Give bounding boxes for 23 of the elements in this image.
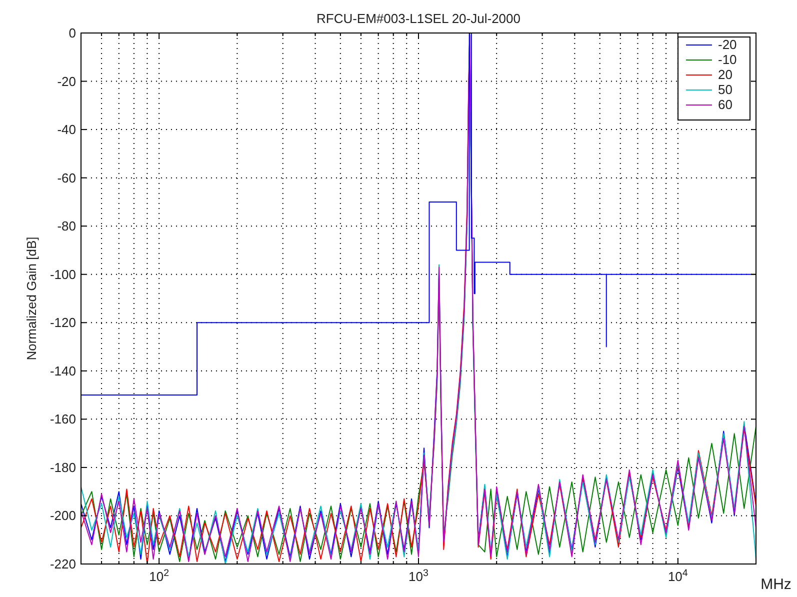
x-tick-label: 10$^{4}$ (668, 568, 688, 584)
y-tick-label: -100 (50, 266, 76, 282)
legend-label: 20 (718, 67, 732, 82)
y-tick-label: -120 (50, 315, 76, 330)
legend-label: -10 (718, 52, 737, 67)
y-tick-label: 0 (68, 26, 76, 40)
y-axis-title: Normalized Gain [dB] (24, 236, 39, 360)
y-tick-label: -20 (57, 74, 76, 89)
legend-label: 60 (718, 97, 732, 112)
legend-label: 50 (718, 82, 732, 97)
chart-title: RFCU-EM#003-L1SEL 20-Jul-2000 (316, 11, 521, 26)
y-tick-label: -140 (50, 363, 76, 378)
x-tick-label: 10$^{3}$ (408, 568, 428, 584)
legend-label: -20 (718, 37, 737, 52)
y-tick-label: -200 (50, 508, 76, 524)
y-tick-label: -220 (50, 556, 76, 572)
y-tick-label: -180 (50, 460, 76, 475)
y-tick-label: -60 (57, 170, 76, 186)
y-tick-label: -80 (57, 218, 76, 234)
y-tick-label: -40 (57, 122, 76, 138)
x-tick-label: 10$^{2}$ (149, 568, 170, 584)
y-tick-label: -160 (50, 412, 76, 427)
x-axis-title: MHz (760, 576, 792, 593)
